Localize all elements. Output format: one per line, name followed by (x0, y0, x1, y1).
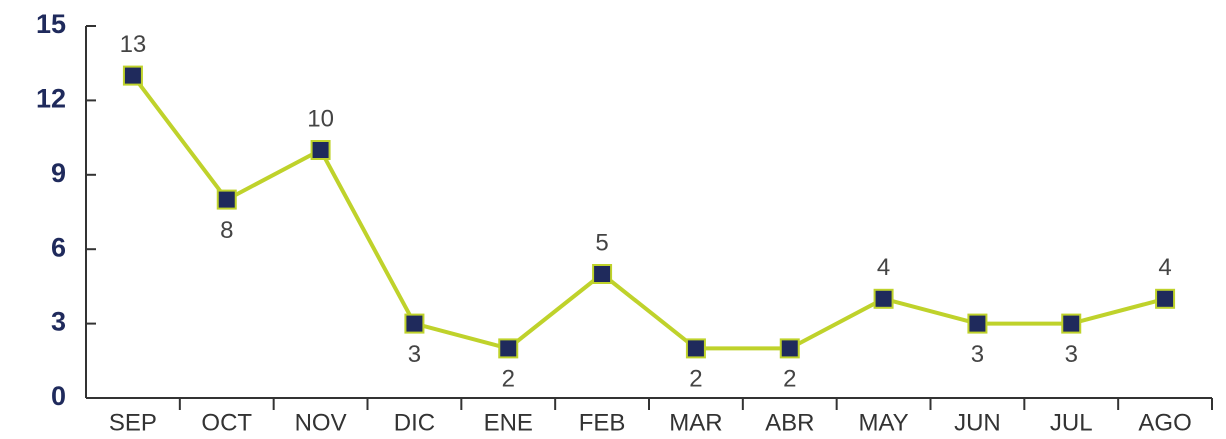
data-label: 10 (307, 105, 334, 132)
x-tick-label: MAY (858, 409, 908, 436)
marker (498, 338, 519, 359)
marker (685, 338, 706, 359)
marker (404, 313, 425, 334)
x-tick-label: ENE (484, 409, 533, 436)
data-label: 5 (595, 229, 608, 256)
y-tick-label: 3 (51, 307, 66, 337)
x-tick-label: OCT (201, 409, 252, 436)
data-label: 3 (408, 341, 421, 368)
x-tick-label: DIC (394, 409, 435, 436)
x-tick-label: MAR (669, 409, 722, 436)
x-tick-label: JUN (954, 409, 1001, 436)
data-label: 2 (689, 366, 702, 393)
data-label: 4 (877, 254, 890, 281)
line (131, 74, 1166, 351)
data-label: 2 (783, 366, 796, 393)
marker (122, 65, 143, 86)
x-tick-label: FEB (579, 409, 626, 436)
x-tick-label: SEP (109, 409, 157, 436)
data-label: 8 (220, 217, 233, 244)
data-label: 2 (502, 366, 515, 393)
y-tick-label: 15 (36, 9, 66, 39)
marker (873, 288, 894, 309)
data-label: 3 (1065, 341, 1078, 368)
marker (967, 313, 988, 334)
marker (216, 189, 237, 210)
y-tick-label: 9 (51, 158, 66, 188)
data-label: 4 (1158, 254, 1171, 281)
x-tick-label: JUL (1050, 409, 1093, 436)
y-tick-label: 0 (51, 381, 66, 411)
y-tick-label: 12 (36, 84, 66, 114)
marker (779, 338, 800, 359)
marker (592, 264, 613, 284)
x-tick-label: NOV (295, 409, 347, 436)
marker (310, 140, 331, 160)
data-label: 3 (971, 341, 984, 368)
marker (1155, 288, 1176, 309)
marker (1061, 313, 1082, 334)
x-tick-label: ABR (765, 409, 814, 436)
x-tick-label: AGO (1138, 409, 1191, 436)
data-label: 13 (120, 31, 147, 58)
y-tick-label: 6 (51, 232, 66, 262)
